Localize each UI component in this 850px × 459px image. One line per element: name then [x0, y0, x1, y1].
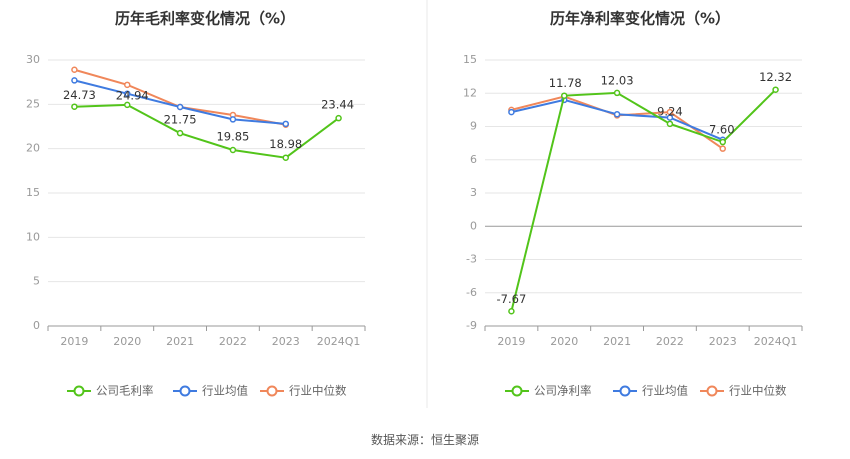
y-tick-label: 0 [33, 319, 40, 332]
x-tick-label: 2020 [550, 335, 578, 348]
chart-1: 历年毛利率变化情况（%） 0 5 10 15 20 25 30 2019 2020 2021 2022… [26, 10, 366, 398]
legend-label: 公司毛利率 [96, 384, 154, 398]
y-tick-label: 6 [470, 153, 477, 166]
data-label: 7.60 [709, 123, 735, 137]
legend-marker [511, 385, 523, 397]
series-line [74, 103, 340, 159]
data-point [282, 154, 289, 161]
series-line [510, 88, 777, 312]
data-label: 11.78 [549, 76, 582, 90]
legend-marker [619, 385, 631, 397]
data-label: 21.75 [164, 113, 197, 127]
data-point [71, 77, 78, 84]
legend-item: 行业中位数 [700, 384, 787, 398]
legend-marker [266, 385, 278, 397]
data-label: 24.73 [63, 88, 96, 102]
y-tick-label: -3 [466, 253, 477, 266]
data-point [229, 146, 237, 154]
legend-label: 行业中位数 [289, 384, 347, 398]
data-point [561, 92, 568, 99]
series-line [511, 98, 724, 141]
chart-title: 历年净利率变化情况（%） [550, 10, 730, 28]
data-label: 9.24 [657, 104, 683, 118]
x-tick-label: 2021 [166, 335, 194, 348]
chart-2: 历年净利率变化情况（%） -9 -6 -3 0 3 6 9 12 15 2019 2020 2021 20… [463, 10, 803, 398]
y-tick-label: 20 [26, 142, 40, 155]
data-point [176, 103, 184, 111]
legend-label: 行业均值 [202, 384, 248, 398]
x-tick-label: 2019 [497, 335, 525, 348]
y-tick-label: 5 [33, 275, 40, 288]
chart-title: 历年毛利率变化情况（%） [115, 10, 295, 28]
legend-item: 公司毛利率 [67, 384, 154, 398]
x-tick-label: 2019 [60, 335, 88, 348]
y-tick-label: 12 [463, 86, 477, 99]
legend-marker [706, 385, 718, 397]
legend-item: 行业中位数 [260, 384, 347, 398]
x-tick-label: 2023 [272, 335, 300, 348]
x-tick-label: 2020 [113, 335, 141, 348]
legend-label: 公司净利率 [534, 384, 592, 398]
data-point [124, 81, 131, 89]
data-point [613, 111, 621, 118]
data-label: 18.98 [269, 137, 302, 151]
legend-label: 行业均值 [642, 384, 688, 398]
y-tick-label: 30 [26, 53, 40, 66]
data-point [719, 145, 726, 152]
data-point [666, 120, 674, 128]
data-point [124, 90, 131, 97]
data-point [335, 114, 342, 122]
data-point [508, 108, 515, 116]
data-point [772, 86, 779, 93]
x-tick-label: 2024Q1 [754, 335, 798, 348]
y-tick-label: -6 [466, 286, 477, 299]
legend-label: 行业中位数 [729, 384, 787, 398]
x-tick-label: 2022 [656, 335, 684, 348]
legend-item: 行业均值 [173, 384, 248, 398]
data-point [282, 120, 289, 128]
data-label: 12.03 [601, 73, 634, 87]
x-tick-label: 2023 [709, 335, 737, 348]
data-label: -7.67 [497, 292, 527, 306]
x-tick-label: 2021 [603, 335, 631, 348]
y-tick-label: 9 [470, 120, 477, 133]
data-label: 24.94 [116, 88, 149, 102]
data-source-label: 数据来源：恒生聚源 [370, 433, 479, 447]
legend-marker [179, 385, 191, 397]
data-point [124, 101, 131, 109]
y-tick-label: 3 [470, 186, 477, 199]
data-label: 19.85 [216, 129, 249, 143]
data-point [176, 129, 184, 137]
legend-item: 行业均值 [613, 384, 688, 398]
x-tick-label: 2022 [219, 335, 247, 348]
data-point [229, 116, 237, 123]
y-tick-label: 15 [26, 186, 40, 199]
y-tick-label: 10 [26, 230, 40, 243]
data-label: 23.44 [321, 98, 354, 112]
x-tick-label: 2024Q1 [317, 335, 361, 348]
data-point [71, 103, 78, 110]
y-tick-label: 25 [26, 97, 40, 110]
data-point [613, 89, 621, 97]
data-point [666, 114, 674, 121]
data-point [71, 66, 78, 74]
legend-marker [73, 385, 85, 397]
y-tick-label: 15 [463, 53, 477, 66]
y-tick-label: 0 [470, 219, 477, 232]
y-tick-label: -9 [466, 319, 477, 332]
legend-item: 公司净利率 [505, 384, 592, 398]
data-label: 12.32 [759, 70, 792, 84]
data-point [719, 138, 726, 146]
data-point [508, 308, 515, 315]
